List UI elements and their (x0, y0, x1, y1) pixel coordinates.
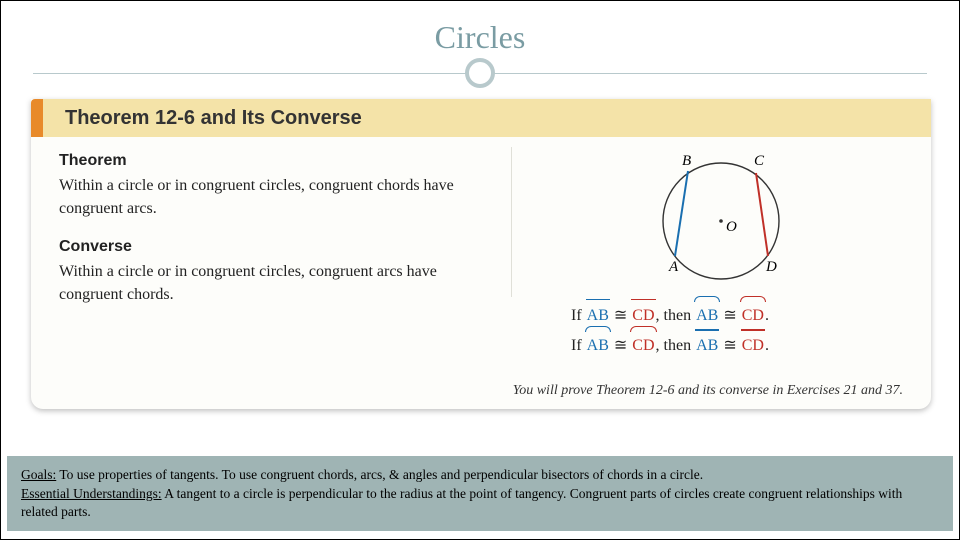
if1-mid: , then (656, 307, 696, 324)
if2-mid: , then (656, 337, 696, 354)
slide: Circles Theorem 12-6 and Its Converse Th… (0, 0, 960, 540)
eu-label: Essential Understandings: (21, 486, 162, 501)
cong-2: ≅ (610, 337, 631, 354)
seg-ab-bar-2: AB (695, 331, 719, 361)
footer-box: Goals: To use properties of tangents. To… (7, 456, 953, 531)
statement-2: If AB≅CD, then AB≅CD. (571, 331, 901, 361)
theorem-header-text: Theorem 12-6 and Its Converse (65, 107, 362, 130)
label-b: B (682, 153, 691, 169)
title-circle-decor (465, 58, 495, 88)
if2-end: . (765, 337, 769, 354)
cong-1b: ≅ (719, 307, 740, 324)
if2-prefix: If (571, 337, 586, 354)
if-then-lines: If AB≅CD, then AB≅CD. If AB≅CD, then AB≅… (571, 301, 901, 362)
label-a: A (668, 259, 679, 275)
goals-text: To use properties of tangents. To use co… (56, 467, 703, 482)
cong-1: ≅ (610, 307, 631, 324)
statement-1: If AB≅CD, then AB≅CD. (571, 301, 901, 331)
seg-cd-bar-2: CD (741, 331, 765, 361)
theorem-side-tab (31, 99, 43, 137)
page-title: Circles (1, 19, 959, 56)
converse-label: Converse (59, 235, 499, 258)
theorem-body: Theorem Within a circle or in congruent … (59, 149, 499, 320)
if1-prefix: If (571, 307, 586, 324)
theorem-header: Theorem 12-6 and Its Converse (43, 99, 931, 137)
vertical-divider (511, 147, 512, 297)
arc-cd: CD (741, 301, 765, 331)
cong-2b: ≅ (719, 337, 740, 354)
label-o: O (726, 219, 737, 235)
diagram-area: A B C D O If AB≅CD, then AB≅CD. If AB≅CD… (541, 143, 901, 362)
arc-ab: AB (695, 301, 719, 331)
label-d: D (765, 259, 777, 275)
proof-note: You will prove Theorem 12-6 and its conv… (513, 383, 903, 399)
circle-diagram: A B C D O (626, 143, 816, 293)
theorem-text: Within a circle or in congruent circles,… (59, 174, 499, 220)
label-c: C (754, 153, 765, 169)
arc-cd-2: CD (631, 331, 655, 361)
arc-ab-2: AB (586, 331, 610, 361)
goals-label: Goals: (21, 467, 56, 482)
converse-text: Within a circle or in congruent circles,… (59, 260, 499, 306)
theorem-box: Theorem 12-6 and Its Converse Theorem Wi… (31, 99, 931, 409)
theorem-label: Theorem (59, 149, 499, 172)
if1-end: . (765, 307, 769, 324)
